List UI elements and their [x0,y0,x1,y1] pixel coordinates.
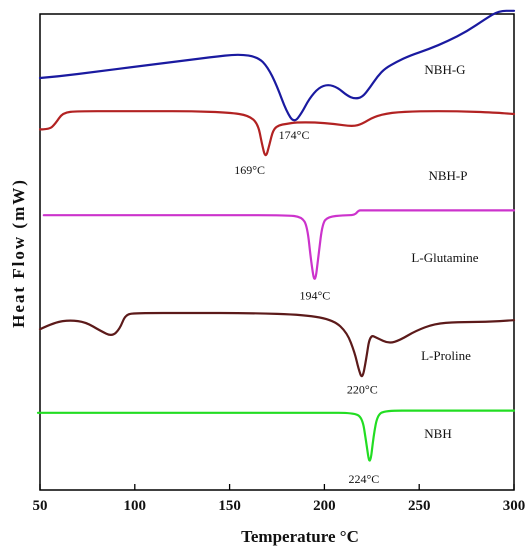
x-tick-label: 50 [33,498,48,514]
series-label-l-glutamine: L-Glutamine [411,250,478,265]
series-label-nbh-p: NBH-P [428,168,467,183]
labels-group: NBH-G 174°C NBH-P 169°C L-Glutamine 194°C L-Pr… [234,62,479,486]
peak-label-l-proline: 220°C [347,383,378,397]
x-tick-label: 200 [313,498,336,514]
series-line-l-proline [38,311,516,378]
series-line-nbh-p [38,110,516,157]
y-axis-label: Heat Flow (mW) [9,178,28,328]
series-label-l-proline: L-Proline [421,348,471,363]
peak-label-nbh-p: 169°C [234,163,265,177]
x-tick-label: 150 [218,498,241,514]
series-label-nbh-g: NBH-G [424,62,465,77]
peak-label-nbh: 224°C [348,472,379,486]
peak-label-l-glutamine: 194°C [300,289,331,303]
x-axis-label: Temperature °C [241,527,359,546]
series-label-nbh: NBH [424,426,451,441]
plot-area-border [39,13,515,491]
x-tick-label: 250 [408,498,431,514]
x-tick-label: 300 [503,498,526,514]
series-line-nbh-g [38,9,516,122]
series-line-l-glutamine [42,209,516,280]
x-ticks-group: 50 100 150 200 250 300 [33,484,526,514]
x-tick-label: 100 [124,498,147,514]
series-line-nbh [36,409,516,462]
plot-frame-group [39,13,515,491]
peak-label-nbh-g: 174°C [279,128,310,142]
curves-group [36,9,516,462]
